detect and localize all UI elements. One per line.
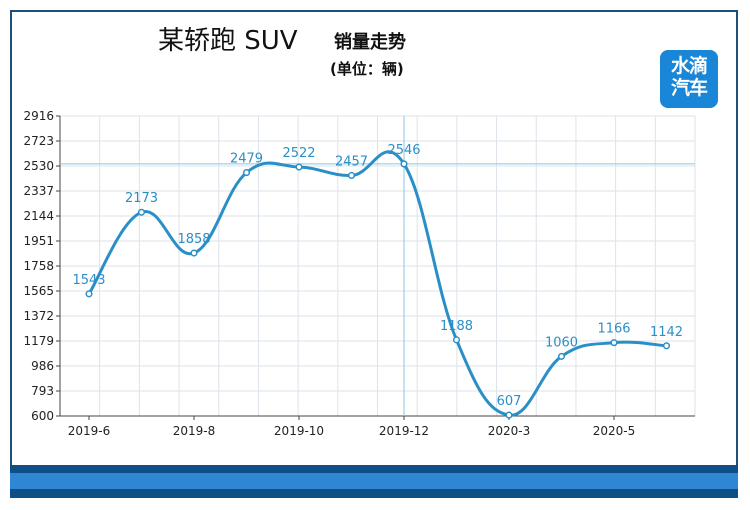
y-tick-label: 600 [31,409,54,423]
y-tick-label: 1758 [23,259,54,273]
data-label: 1060 [545,335,578,350]
data-point[interactable] [505,411,513,419]
data-label: 1543 [72,273,105,288]
data-label: 1188 [440,319,473,334]
y-tick-label: 2916 [23,109,54,123]
axis-layer: 600 793 986 1179 1372 1565 1758 1951 2144 2337 253… [23,109,695,438]
footer-band-light [10,473,738,489]
x-tick-label: 2019-10 [274,424,324,438]
chart-subtitle: 销量走势 [334,32,406,53]
x-tick-label: 2020-5 [593,424,636,438]
y-tick-label: 2530 [23,159,54,173]
chart-frame [10,10,738,465]
logo-text-line1: 水滴 [670,55,708,77]
data-label: 2522 [282,146,315,161]
y-tick-label: 986 [31,359,54,373]
footer-band-dark-top [10,465,738,473]
data-label: 607 [497,394,522,409]
data-point[interactable] [242,169,251,177]
unit-label: (单位：辆) [330,60,404,78]
y-tick-label: 2723 [23,134,54,148]
chart-title: 某轿跑 SUV [158,26,298,56]
logo-text-line2: 汽车 [670,77,708,99]
data-label: 2173 [125,191,158,206]
data-point[interactable] [400,160,408,168]
series-layer [60,116,695,419]
data-label: 2479 [230,152,263,167]
data-label: 2457 [335,154,368,169]
data-point[interactable] [557,352,566,360]
data-point[interactable] [452,336,461,344]
data-label: 2546 [387,143,420,158]
data-label: 1142 [650,325,683,340]
y-tick-label: 2144 [23,209,54,223]
footer-band-dark-bottom [10,489,738,498]
data-point[interactable] [295,163,303,171]
brand-logo: 水滴 汽车 [660,50,718,108]
x-tick-label: 2019-12 [379,424,429,438]
grid-layer [59,115,696,417]
y-tick-label: 1372 [23,309,54,323]
y-tick-label: 1179 [23,334,54,348]
data-point[interactable] [662,342,671,350]
data-label-layer: 1543 2173 1858 2479 2522 2457 2546 1188 607 1060 1… [72,143,683,409]
x-tick-label: 2020-3 [488,424,531,438]
data-point[interactable] [190,249,198,257]
data-label: 1166 [597,322,630,337]
y-tick-label: 1565 [23,284,54,298]
data-point[interactable] [137,208,146,216]
data-point[interactable] [85,290,93,298]
x-tick-label: 2019-8 [173,424,216,438]
y-tick-label: 1951 [23,234,54,248]
data-label: 1858 [177,232,210,247]
data-point[interactable] [347,171,356,180]
y-tick-label: 793 [31,384,54,398]
series-line [87,150,667,417]
y-tick-label: 2337 [23,184,54,198]
data-point[interactable] [610,339,618,347]
x-tick-label: 2019-6 [68,424,111,438]
